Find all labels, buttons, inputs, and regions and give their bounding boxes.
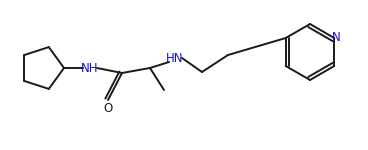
Text: O: O	[103, 102, 113, 116]
Text: HN: HN	[166, 51, 184, 64]
Text: NH: NH	[81, 61, 99, 75]
Text: N: N	[332, 32, 341, 45]
